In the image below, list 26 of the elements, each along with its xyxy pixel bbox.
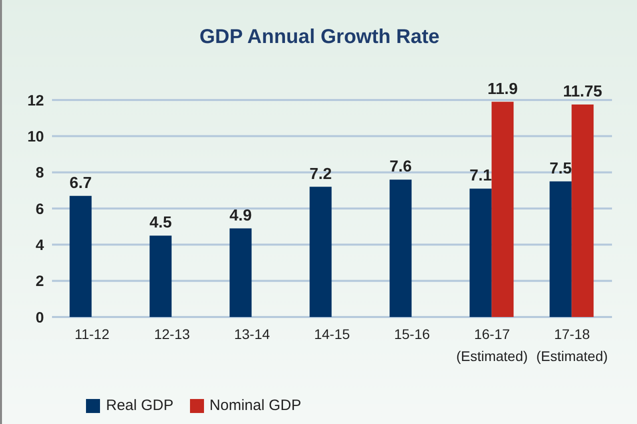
chart-title: GDP Annual Growth Rate bbox=[198, 26, 441, 49]
data-label: 7.6 bbox=[389, 158, 412, 176]
data-label: 7.2 bbox=[309, 166, 332, 183]
x-tick-label: 11-12 bbox=[74, 326, 110, 342]
x-tick-label: 16-17 (Estimated) bbox=[456, 326, 528, 364]
x-tick-label: 12-13 bbox=[154, 326, 190, 342]
data-label: 7.1 bbox=[469, 168, 492, 185]
data-label: 11.75 bbox=[563, 84, 602, 101]
y-tick-label: 6 bbox=[36, 200, 44, 218]
x-tick-label: 14-15 bbox=[314, 326, 350, 342]
y-tick-label: 12 bbox=[27, 92, 44, 110]
data-label: 7.5 bbox=[549, 160, 572, 178]
y-tick-label: 2 bbox=[36, 273, 44, 290]
x-tick-label: 13-14 bbox=[234, 326, 270, 342]
y-tick-label: 4 bbox=[36, 236, 45, 254]
data-label: 6.7 bbox=[69, 174, 92, 192]
legend-label: Nominal GDP bbox=[208, 397, 302, 414]
data-label: 4.9 bbox=[229, 207, 252, 224]
y-tick-label: 0 bbox=[36, 309, 44, 326]
data-label: 11.9 bbox=[487, 80, 518, 98]
x-tick-label: 15-16 bbox=[394, 326, 430, 342]
y-tick-label: 10 bbox=[27, 128, 44, 146]
y-tick-label: 8 bbox=[36, 164, 44, 182]
x-tick-label: 17-18 (Estimated) bbox=[536, 326, 608, 364]
data-label: 4.5 bbox=[149, 214, 172, 232]
legend-label: Real GDP bbox=[105, 397, 174, 414]
